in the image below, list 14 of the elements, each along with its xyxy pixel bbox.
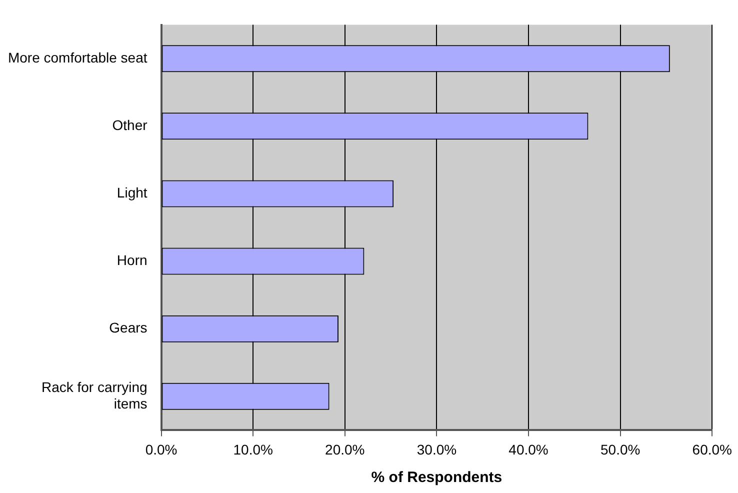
x-tick-label: 10.0%	[233, 441, 273, 458]
y-tick-label: Other	[112, 117, 148, 134]
x-tick-label: 40.0%	[508, 441, 548, 458]
y-tick-label: Horn	[116, 252, 148, 268]
x-tick-label: 60.0%	[692, 441, 732, 458]
x-tick-label: 20.0%	[325, 441, 365, 458]
y-tick-label: More comfortable seat	[8, 49, 148, 66]
y-tick-label: Rack for carrying items	[41, 378, 148, 412]
x-tick-label: 0.0%	[145, 441, 178, 458]
x-axis-title: % of Respondents	[371, 469, 502, 486]
y-tick-label: Gears	[109, 320, 148, 336]
x-tick-label: 30.0%	[416, 441, 457, 458]
x-tick-label: 50.0%	[600, 441, 640, 458]
y-tick-label: Light	[116, 184, 148, 201]
